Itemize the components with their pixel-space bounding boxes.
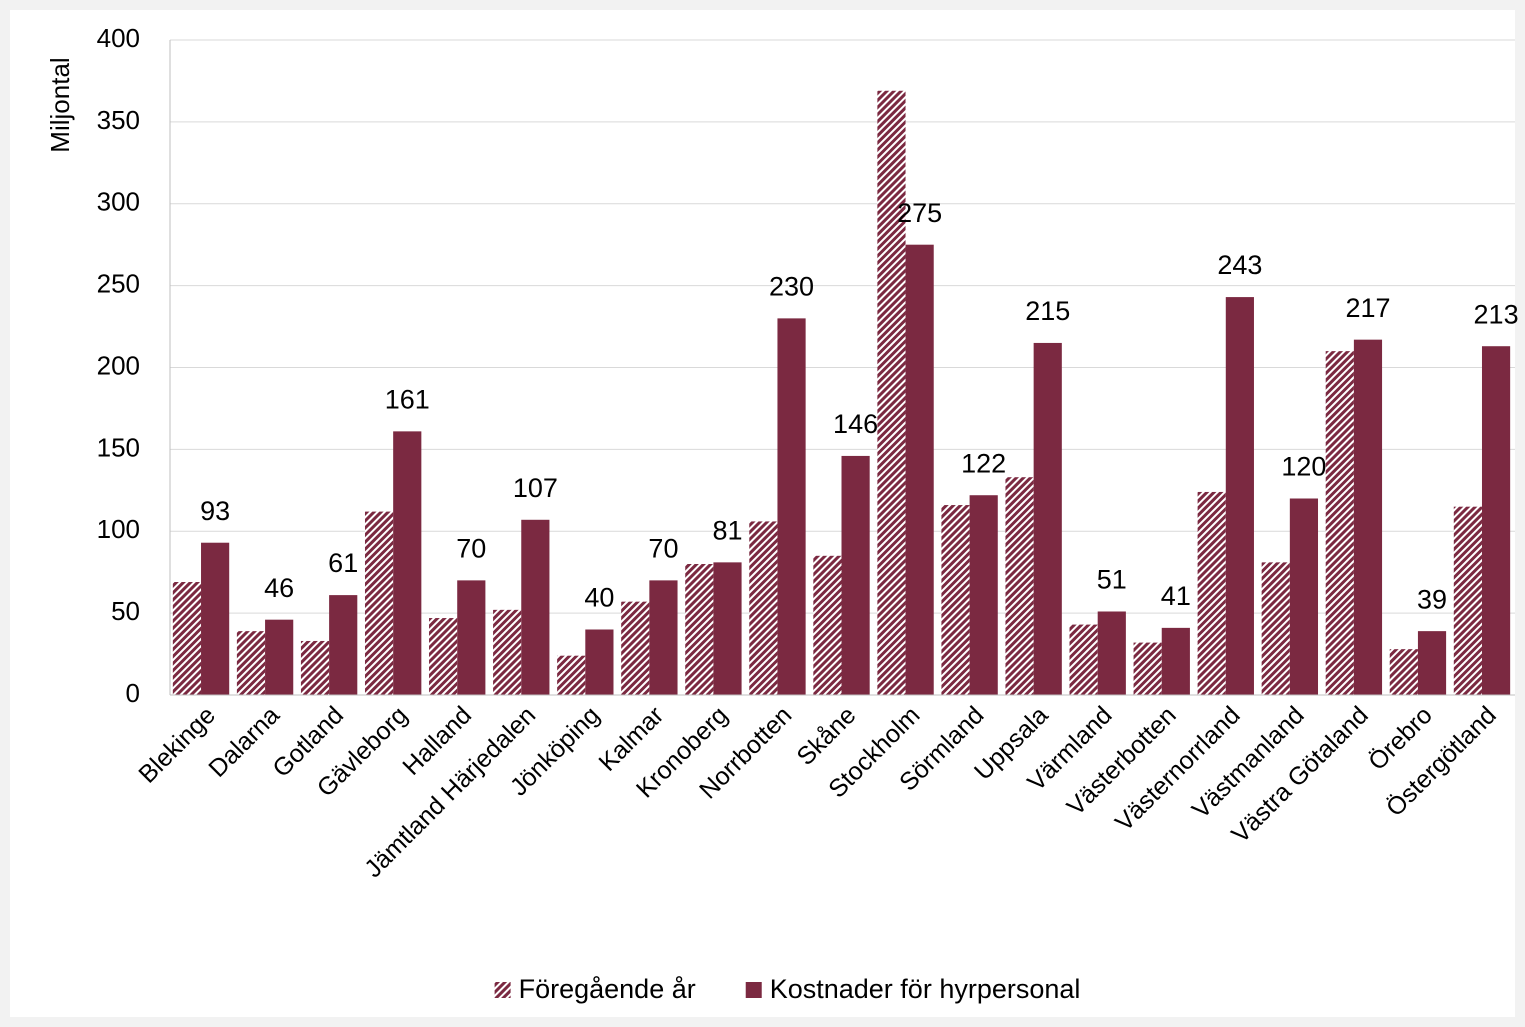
bar bbox=[585, 629, 614, 695]
data-label: 217 bbox=[1345, 293, 1390, 323]
data-label: 107 bbox=[513, 473, 558, 503]
y-tick-label: 300 bbox=[97, 187, 140, 217]
legend-item: Kostnader för hyrpersonal bbox=[745, 974, 1081, 1004]
bar bbox=[1481, 346, 1511, 695]
bar bbox=[172, 582, 202, 695]
data-label: 70 bbox=[456, 534, 486, 564]
y-tick-label: 50 bbox=[111, 596, 140, 626]
bar bbox=[1417, 631, 1447, 695]
y-tick-label: 400 bbox=[97, 23, 140, 53]
data-label: 146 bbox=[833, 409, 878, 439]
bar bbox=[1289, 498, 1319, 695]
data-label: 51 bbox=[1097, 565, 1127, 595]
bar bbox=[777, 318, 806, 695]
data-label: 81 bbox=[712, 515, 742, 545]
legend-label: Föregående år bbox=[519, 974, 696, 1004]
bar bbox=[329, 595, 358, 695]
bar bbox=[713, 562, 742, 695]
bar bbox=[457, 580, 486, 695]
bar bbox=[1161, 627, 1190, 695]
data-label: 213 bbox=[1474, 299, 1519, 329]
legend-swatch bbox=[494, 982, 511, 998]
bar bbox=[1005, 477, 1034, 695]
legend-swatch bbox=[745, 982, 762, 998]
bar bbox=[649, 580, 678, 695]
bar bbox=[685, 564, 714, 695]
data-label: 40 bbox=[584, 583, 614, 613]
bar bbox=[265, 619, 294, 695]
bar bbox=[364, 511, 394, 695]
bar bbox=[1197, 491, 1226, 695]
legend-item: Föregående år bbox=[494, 974, 696, 1004]
data-label: 215 bbox=[1025, 296, 1070, 326]
data-label: 46 bbox=[264, 573, 294, 603]
bar bbox=[969, 495, 998, 695]
bar bbox=[813, 555, 842, 695]
data-label: 275 bbox=[897, 198, 942, 228]
bar bbox=[905, 244, 934, 695]
y-tick-label: 200 bbox=[97, 350, 140, 380]
bar bbox=[841, 455, 870, 695]
data-label: 243 bbox=[1217, 250, 1262, 280]
bar bbox=[1225, 297, 1254, 695]
bar bbox=[393, 431, 422, 695]
bar bbox=[1325, 351, 1354, 695]
data-label: 39 bbox=[1417, 584, 1447, 614]
bar bbox=[1033, 342, 1062, 695]
data-label: 120 bbox=[1281, 452, 1326, 482]
y-tick-label: 350 bbox=[97, 105, 140, 135]
y-tick-label: 150 bbox=[97, 432, 140, 462]
data-label: 161 bbox=[385, 384, 430, 414]
bar bbox=[749, 521, 778, 695]
data-label: 61 bbox=[328, 548, 358, 578]
data-label: 70 bbox=[648, 534, 678, 564]
bar bbox=[557, 655, 586, 695]
y-axis-label: Miljontal bbox=[45, 57, 75, 152]
bar bbox=[1069, 624, 1098, 695]
bar bbox=[1133, 642, 1162, 695]
bar bbox=[521, 519, 550, 695]
bar bbox=[1097, 611, 1126, 695]
bar bbox=[300, 640, 330, 695]
legend-label: Kostnader för hyrpersonal bbox=[770, 974, 1081, 1004]
data-label: 93 bbox=[200, 496, 230, 526]
data-label: 122 bbox=[961, 448, 1006, 478]
data-label: 41 bbox=[1161, 581, 1191, 611]
y-tick-label: 0 bbox=[126, 678, 140, 708]
bar bbox=[493, 609, 522, 695]
bar bbox=[236, 631, 266, 695]
y-tick-label: 250 bbox=[97, 269, 140, 299]
bar bbox=[1453, 506, 1482, 695]
data-label: 230 bbox=[769, 272, 814, 302]
bar bbox=[621, 601, 650, 695]
bar bbox=[1353, 339, 1383, 695]
bar bbox=[201, 542, 230, 695]
bar bbox=[941, 505, 970, 695]
bar bbox=[1389, 649, 1418, 695]
bar bbox=[1261, 562, 1290, 695]
bar bbox=[877, 90, 906, 695]
y-tick-label: 100 bbox=[97, 514, 140, 544]
bar bbox=[429, 618, 458, 695]
chart-area bbox=[10, 10, 1515, 1017]
